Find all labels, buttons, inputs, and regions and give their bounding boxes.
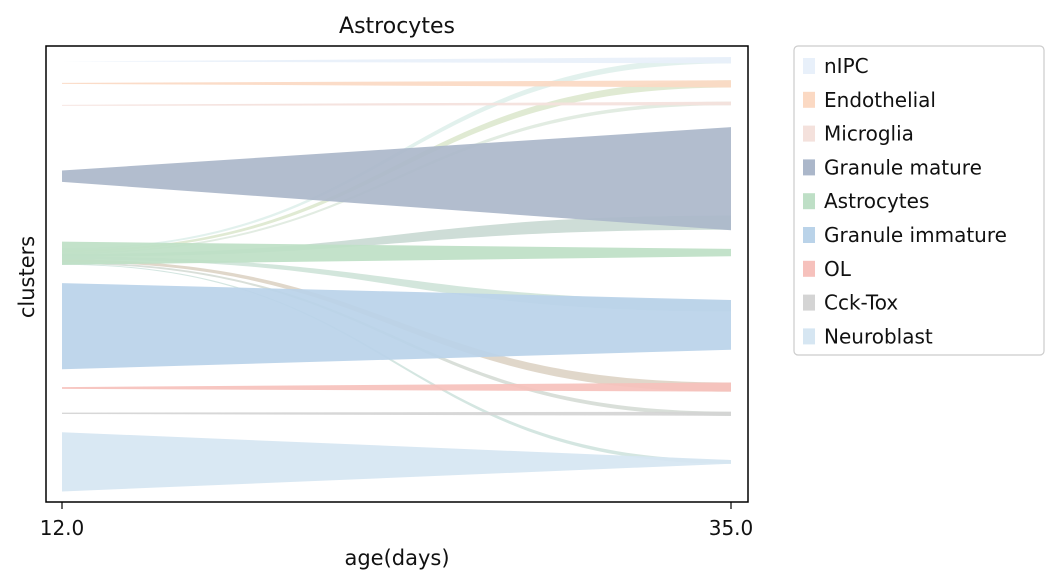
band-cck-tox <box>62 411 731 416</box>
chart-title: Astrocytes <box>339 14 455 39</box>
band-endothelial <box>62 80 731 88</box>
band-ol <box>62 382 731 392</box>
x-ticks-layer: 12.0 35.0 <box>40 502 754 540</box>
legend-label-microglia: Microglia <box>824 122 914 146</box>
cluster-bands-layer <box>62 56 731 492</box>
legend-label-cck-tox: Cck-Tox <box>824 291 898 315</box>
flow-astrocytes-to-granule-mature <box>62 215 731 257</box>
legend-swatch-granule-mature <box>803 159 815 176</box>
legend-frame <box>793 45 1045 356</box>
legend-swatch-granule-immature <box>803 227 815 243</box>
legend-swatch-microglia <box>803 125 815 142</box>
band-neuroblast <box>62 432 731 492</box>
legend-swatch-astrocytes <box>803 193 815 210</box>
legend-label-endothelial: Endothelial <box>824 88 936 112</box>
x-axis-label: age(days) <box>344 546 449 570</box>
legend-swatch-nipc <box>803 58 815 74</box>
band-astrocytes <box>62 241 731 265</box>
legend-swatch-cck-tox <box>803 294 815 311</box>
legend-swatch-ol <box>803 260 815 277</box>
band-granule-immature <box>62 283 731 370</box>
band-granule-mature <box>62 127 731 231</box>
legend-label-granule-immature: Granule immature <box>824 223 1007 247</box>
legend-label-ol: OL <box>824 257 852 281</box>
y-axis-label: clusters <box>15 236 39 318</box>
legend-label-nipc: nIPC <box>824 54 869 78</box>
legend-label-neuroblast: Neuroblast <box>824 324 933 348</box>
legend-swatch-endothelial <box>803 91 815 108</box>
legend-label-granule-mature: Granule mature <box>824 155 982 179</box>
x-tick-label: 12.0 <box>40 516 85 540</box>
legend: nIPC Endothelial Microglia Granule mature As… <box>793 45 1045 356</box>
legend-swatch-neuroblast <box>803 328 815 345</box>
band-microglia <box>62 101 731 106</box>
plot-frame <box>45 45 749 503</box>
flow-astrocytes-to-neuroblast <box>62 263 731 464</box>
x-tick-label: 35.0 <box>709 516 754 540</box>
band-nipc <box>62 56 731 64</box>
legend-label-astrocytes: Astrocytes <box>824 189 929 213</box>
